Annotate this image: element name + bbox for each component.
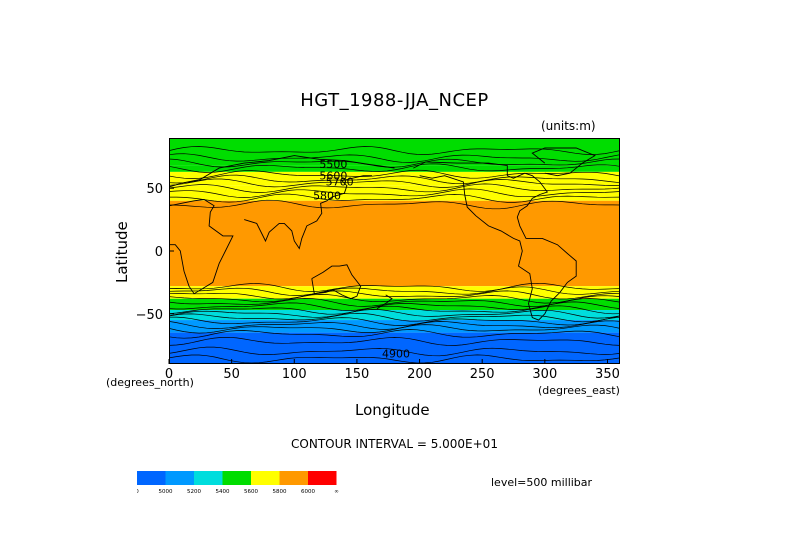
y-tick-label: −50: [136, 308, 163, 323]
contour-label: 5500: [319, 158, 347, 171]
contour-line: [169, 163, 620, 173]
coastline: [531, 147, 596, 177]
x-tick-label: 50: [223, 367, 240, 382]
x-tick-label: 200: [407, 367, 432, 382]
contour-line: [169, 301, 620, 311]
contour-line: [169, 174, 620, 185]
contour-label: 5600: [319, 169, 347, 182]
contour-band: [169, 298, 620, 311]
y-axis-title: Latitude: [113, 221, 131, 283]
contour-band: [169, 200, 620, 287]
contour-band: [169, 165, 620, 172]
y-tick-label: 50: [146, 182, 163, 197]
contour-line: [169, 329, 620, 339]
contour-line: [169, 146, 620, 155]
contour-line: [169, 290, 620, 300]
level-text: level=500 millibar: [491, 476, 593, 489]
x-axis-units-note: (degrees_east): [538, 384, 620, 397]
coastline: [244, 175, 372, 250]
colorbar-swatch: [222, 471, 251, 485]
contour-band: [169, 332, 620, 364]
x-axis-title: Longitude: [355, 401, 430, 419]
colorbar-swatch: [251, 471, 280, 485]
chart-title: HGT_1988-JJA_NCEP: [300, 90, 489, 111]
contour-line: [169, 158, 620, 168]
contour-line: [169, 309, 620, 319]
coastline: [169, 155, 395, 188]
contour-band: [169, 310, 620, 321]
x-tick-label: 100: [282, 367, 307, 382]
y-axis-units-note: (degrees_north): [106, 376, 194, 389]
units-label: (units:m): [541, 119, 596, 133]
contour-band: [169, 320, 620, 333]
colorbar-swatch: [279, 471, 308, 485]
x-tick-label: 300: [532, 367, 557, 382]
contour-line: [169, 324, 620, 334]
coastline: [376, 294, 393, 310]
contour-line: [169, 153, 620, 163]
contour-line: [169, 312, 620, 323]
contour-label: 5700: [326, 176, 354, 189]
colorbar-label: 5200: [187, 489, 201, 495]
colorbar-label: 5600: [244, 489, 258, 495]
contour-line: [169, 316, 620, 326]
coastline: [311, 264, 362, 300]
contour-line: [169, 282, 620, 292]
contour-line: [169, 346, 620, 357]
contour-line: [169, 188, 620, 198]
contour-interval-text: CONTOUR INTERVAL = 5.000E+01: [291, 437, 498, 451]
contour-line: [169, 305, 620, 315]
contour-band: [169, 286, 620, 299]
colorbar-label: 6000: [301, 489, 315, 495]
contour-line: [169, 193, 620, 203]
contour-band: [169, 185, 620, 201]
colorbar-label: 0: [137, 489, 139, 495]
colorbar-swatch: [165, 471, 194, 485]
contour-label: 4900: [382, 348, 410, 361]
x-tick-label: 350: [595, 367, 620, 382]
colorbar-swatch: [137, 471, 166, 485]
x-tick-label: 250: [470, 367, 495, 382]
colorbar-label: 5000: [159, 489, 173, 495]
contour-line: [169, 178, 620, 188]
contour-line: [169, 336, 620, 346]
coastline: [169, 199, 234, 295]
colorbar-label: 5800: [273, 489, 287, 495]
colorbar-swatch: [308, 471, 337, 485]
contour-label: 5800: [313, 190, 341, 203]
contour-line: [169, 294, 620, 304]
coastline: [413, 161, 577, 321]
colorbar-swatch: [194, 471, 223, 485]
contour-line: [169, 286, 620, 296]
y-tick-label: 0: [155, 245, 163, 260]
contour-line: [169, 320, 620, 330]
colorbar-label: 5400: [216, 489, 230, 495]
colorbar-label: ∞: [334, 489, 339, 495]
contour-line: [169, 183, 620, 193]
x-tick-label: 150: [345, 367, 370, 382]
contour-line: [169, 199, 620, 210]
colorbar: 0 5000 5200 5400 5600 5800 6000 ∞: [137, 471, 339, 495]
